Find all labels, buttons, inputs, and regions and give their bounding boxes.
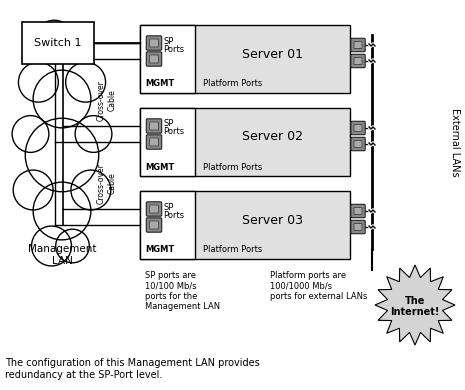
Text: MGMT: MGMT	[145, 163, 174, 172]
Text: Ports: Ports	[163, 211, 184, 220]
Circle shape	[33, 70, 91, 128]
FancyBboxPatch shape	[351, 137, 365, 151]
Circle shape	[25, 118, 99, 192]
FancyBboxPatch shape	[354, 41, 362, 48]
Circle shape	[32, 226, 72, 266]
Text: Switch 1: Switch 1	[34, 38, 82, 48]
FancyBboxPatch shape	[351, 121, 365, 135]
FancyBboxPatch shape	[146, 202, 162, 216]
FancyBboxPatch shape	[146, 119, 162, 133]
Text: Platform Ports: Platform Ports	[203, 80, 262, 89]
Text: Server 02: Server 02	[242, 131, 303, 144]
FancyBboxPatch shape	[150, 122, 159, 130]
Text: Server 01: Server 01	[242, 48, 303, 60]
Text: External LANs: External LANs	[450, 108, 460, 176]
Bar	[140, 25, 195, 93]
Circle shape	[13, 170, 53, 210]
Bar	[140, 108, 350, 176]
Text: Cross-over
Cable: Cross-over Cable	[97, 163, 116, 204]
Circle shape	[71, 170, 111, 210]
Bar	[140, 191, 350, 259]
Text: SP: SP	[163, 119, 173, 128]
Polygon shape	[375, 265, 455, 345]
FancyBboxPatch shape	[150, 55, 159, 63]
FancyBboxPatch shape	[354, 207, 362, 215]
FancyBboxPatch shape	[146, 52, 162, 66]
Circle shape	[33, 182, 91, 240]
Text: Platform Ports: Platform Ports	[203, 163, 262, 172]
Circle shape	[34, 20, 74, 60]
FancyBboxPatch shape	[354, 140, 362, 147]
FancyBboxPatch shape	[150, 138, 159, 146]
FancyBboxPatch shape	[354, 57, 362, 64]
FancyBboxPatch shape	[150, 39, 159, 47]
Circle shape	[66, 62, 106, 102]
FancyBboxPatch shape	[146, 135, 162, 149]
Text: Platform ports are
100/1000 Mb/s
ports for external LANs: Platform ports are 100/1000 Mb/s ports f…	[270, 271, 367, 301]
Text: SP ports are
10/100 Mb/s
ports for the
Management LAN: SP ports are 10/100 Mb/s ports for the M…	[145, 271, 220, 311]
FancyBboxPatch shape	[351, 220, 365, 234]
Circle shape	[75, 115, 112, 152]
FancyBboxPatch shape	[150, 221, 159, 229]
Text: The configuration of this Management LAN provides
redundancy at the SP-Port leve: The configuration of this Management LAN…	[5, 358, 260, 379]
Text: MGMT: MGMT	[145, 80, 174, 89]
FancyBboxPatch shape	[146, 36, 162, 50]
Circle shape	[58, 23, 92, 57]
Bar	[140, 108, 195, 176]
Bar	[140, 191, 195, 259]
Bar	[140, 25, 350, 93]
Text: Cross-over
Cable: Cross-over Cable	[97, 80, 116, 121]
FancyBboxPatch shape	[351, 38, 365, 52]
FancyBboxPatch shape	[150, 205, 159, 213]
Text: MGMT: MGMT	[145, 245, 174, 255]
FancyBboxPatch shape	[351, 204, 365, 218]
Text: Management
LAN: Management LAN	[28, 244, 96, 266]
Text: The: The	[405, 296, 425, 306]
Text: SP: SP	[163, 37, 173, 46]
Text: SP: SP	[163, 202, 173, 211]
FancyBboxPatch shape	[351, 54, 365, 68]
Circle shape	[56, 229, 89, 263]
Text: Server 03: Server 03	[242, 213, 303, 227]
FancyBboxPatch shape	[354, 124, 362, 131]
Text: Ports: Ports	[163, 44, 184, 53]
Text: Platform Ports: Platform Ports	[203, 245, 262, 255]
Text: Internet!: Internet!	[390, 307, 440, 317]
FancyBboxPatch shape	[354, 223, 362, 230]
Circle shape	[12, 115, 49, 152]
Bar	[22, 22, 94, 64]
Circle shape	[19, 62, 58, 102]
FancyBboxPatch shape	[146, 218, 162, 232]
Text: Ports: Ports	[163, 128, 184, 136]
